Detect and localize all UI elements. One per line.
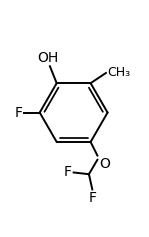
Text: CH₃: CH₃ (108, 67, 131, 79)
Text: F: F (15, 105, 23, 119)
Text: OH: OH (38, 50, 59, 64)
Text: F: F (88, 191, 96, 205)
Text: O: O (99, 157, 110, 171)
Text: F: F (64, 165, 72, 179)
